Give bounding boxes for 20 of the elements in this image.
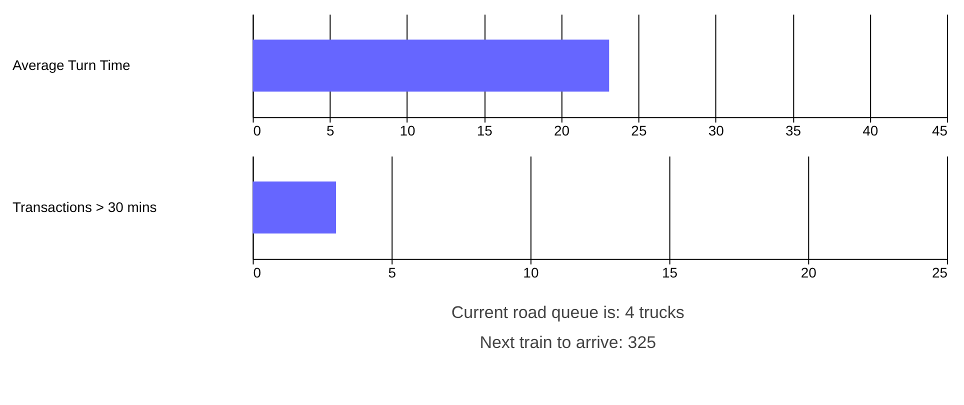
y-tick-label: Transactions > 30 mins <box>12 198 157 215</box>
x-tick-label: 40 <box>862 122 878 139</box>
x-tick-label: 0 <box>253 264 262 280</box>
x-tick-label: 5 <box>326 122 334 139</box>
x-tick-label: 35 <box>785 122 802 139</box>
x-tick-label: 15 <box>662 264 678 280</box>
x-tick-label: 20 <box>554 122 570 139</box>
x-tick-label: 10 <box>523 264 539 280</box>
x-tick-label: 15 <box>476 122 493 139</box>
x-tick-label: 25 <box>631 122 647 139</box>
x-tick-label: 10 <box>400 122 416 139</box>
x-tick-label: 20 <box>800 264 817 280</box>
x-tick-label: 45 <box>932 122 948 139</box>
x-tick-label: 30 <box>708 122 724 139</box>
x-tick-label: 0 <box>253 122 262 139</box>
x-tick-label: 25 <box>932 264 948 280</box>
y-tick-label: Average Turn Time <box>12 57 130 74</box>
text: Next train to arrive: 325 <box>480 332 656 352</box>
text: Current road queue is: 4 trucks <box>451 302 684 322</box>
x-tick-label: 5 <box>388 264 396 280</box>
